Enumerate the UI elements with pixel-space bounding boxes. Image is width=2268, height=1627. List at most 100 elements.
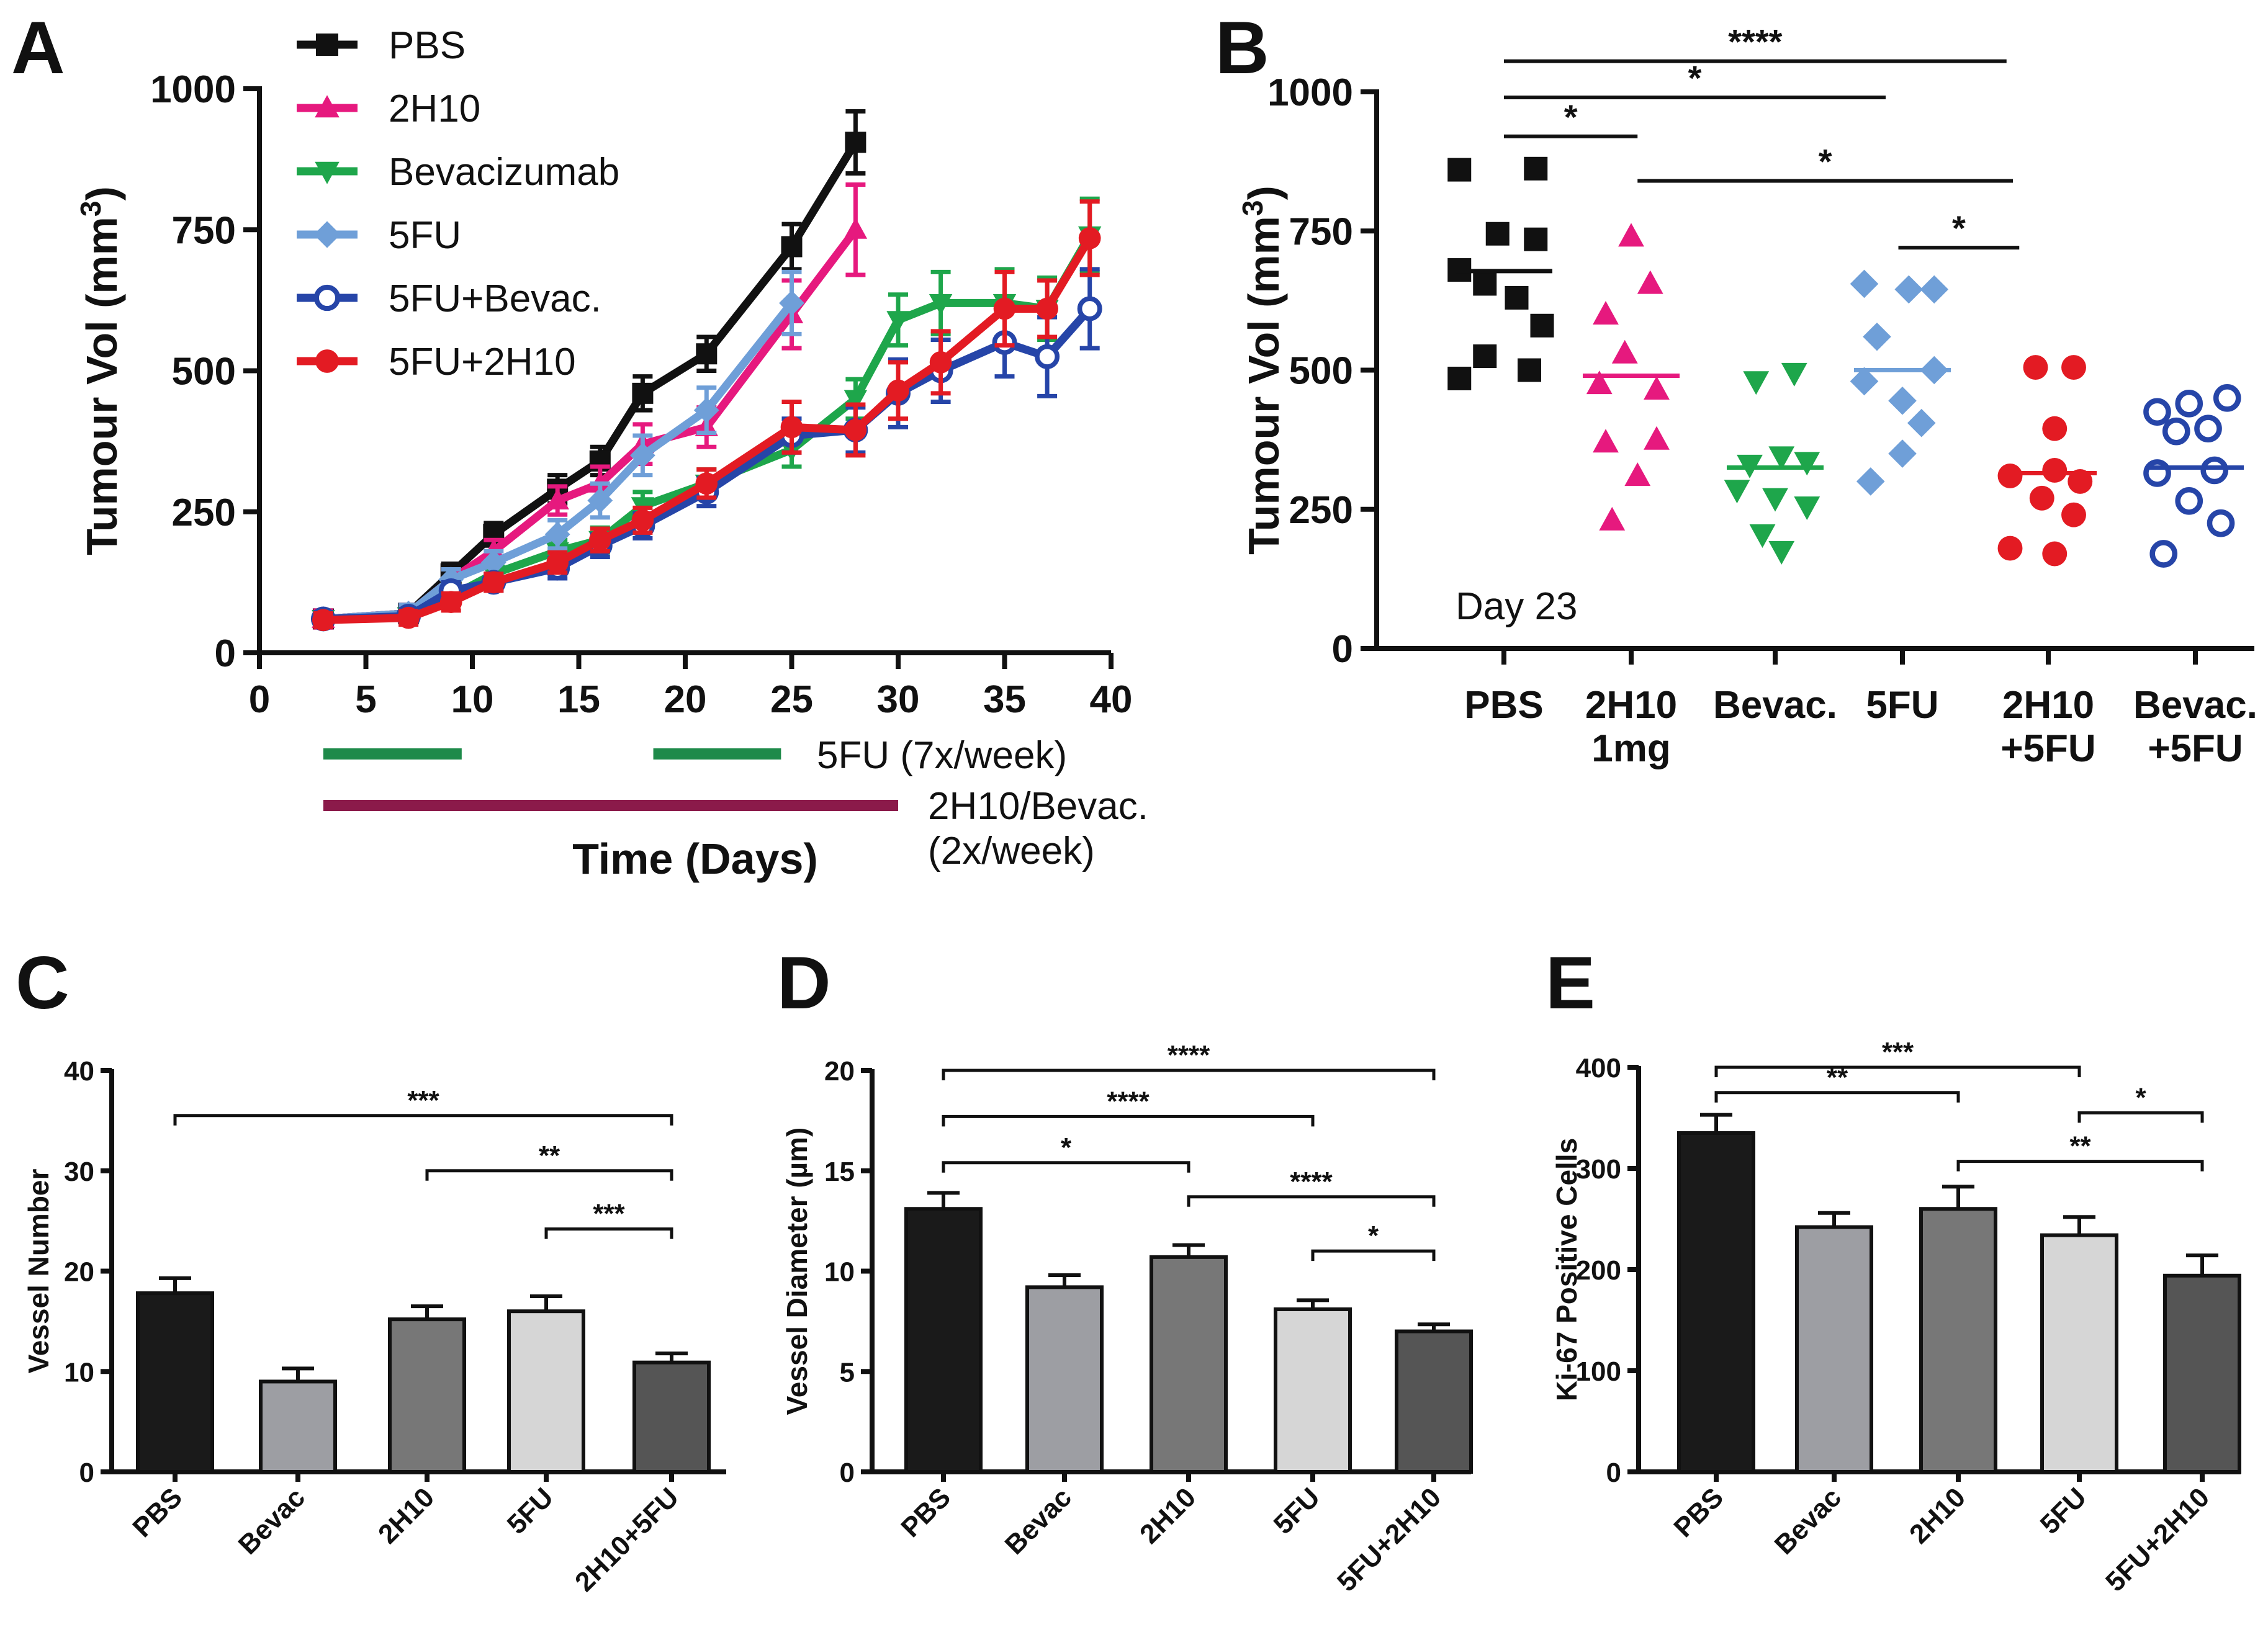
data-point [1524, 227, 1548, 251]
legend-marker [315, 95, 340, 118]
significance-label: ** [1827, 1062, 1848, 1093]
significance-bracket [942, 1161, 1190, 1173]
data-point [312, 609, 335, 632]
significance-bracket [2077, 1111, 2204, 1123]
bar [1395, 1329, 1473, 1474]
significance-label: ** [2069, 1131, 2091, 1162]
y-tick-label: 500 [1289, 350, 1353, 393]
significance-bracket [173, 1114, 673, 1126]
legend-marker [316, 34, 338, 56]
x-tick-label: 2H10 [372, 1482, 440, 1549]
data-point [1920, 275, 1949, 304]
x-tick-label: Bevac [999, 1482, 1078, 1560]
data-point [1997, 463, 2023, 488]
significance-label: * [1368, 1221, 1379, 1251]
y-tick-label: 200 [1576, 1255, 1621, 1286]
x-tick-label: 35 [983, 678, 1026, 721]
y-tick-label: 500 [172, 351, 236, 393]
bar [388, 1317, 466, 1474]
data-point [1637, 270, 1663, 294]
data-point [1644, 426, 1670, 450]
bar [136, 1291, 214, 1474]
x-tick-label: 5 [355, 678, 376, 721]
data-point [546, 488, 569, 510]
data-point [480, 550, 506, 575]
y-tick-label: 1000 [150, 68, 236, 111]
bar [1919, 1207, 1997, 1474]
data-point [1599, 506, 1626, 531]
bar [1274, 1307, 1352, 1474]
y-axis-title: Ki-67 Positive Cells [1550, 1138, 1583, 1401]
data-point [1077, 296, 1102, 321]
data-point [2213, 384, 2241, 412]
y-tick-label: 30 [64, 1157, 94, 1187]
x-tick-label: 20 [664, 678, 707, 721]
y-tick-label: 0 [215, 632, 236, 675]
significance-label: ** [539, 1141, 560, 1171]
data-point [993, 297, 1016, 320]
significance-bracket [425, 1169, 673, 1181]
data-point [1036, 297, 1058, 320]
y-tick-label: 400 [1576, 1053, 1621, 1083]
x-tick-label: 10 [451, 678, 494, 721]
bar [1150, 1255, 1228, 1474]
data-point [1447, 366, 1472, 390]
data-point [397, 606, 420, 629]
x-tick-label: Bevac. [1713, 684, 1837, 727]
significance-label: *** [1882, 1037, 1914, 1067]
significance-label: **** [1290, 1167, 1333, 1197]
legend-label: 5FU+Bevac. [389, 277, 601, 320]
panel-e-bar-chart: E 0 100 200 300 400 Ki-67 Positive Cells PBS Bev… [1546, 941, 2241, 1597]
legend-item-5FU+2H10: 5FU+2H10 [297, 341, 576, 383]
y-tick-label: 5 [840, 1357, 855, 1387]
data-point [1593, 429, 1619, 453]
panel-b-scatter-chart: B 0 250 500 750 1000 Tumour Vol (mm3) Day 23 PBS… [1215, 6, 2257, 770]
legend-marker [315, 349, 339, 373]
schedule-label-5fu: 5FU (7x/week) [817, 734, 1067, 777]
panel-a-line-chart: A 0 250 500 750 1000 0 5 10 15 20 25 30 35 40 Tumour Vo… [11, 6, 1148, 883]
data-point [632, 382, 654, 404]
data-point [1768, 446, 1795, 470]
x-tick-label: 5FU [2035, 1482, 2092, 1540]
panel-letter-b: B [1215, 6, 1269, 89]
x-tick-label: Bevac [1769, 1482, 1847, 1560]
bar-group-2H10: 2H10 [372, 1304, 466, 1549]
data-point [631, 509, 654, 532]
data-point [2175, 389, 2203, 418]
y-axis-title: Tumour Vol (mm3) [74, 186, 126, 555]
data-point [1743, 371, 1770, 395]
panel-letter-d: D [777, 941, 831, 1024]
data-point [1856, 467, 1885, 496]
significance-label: **** [1107, 1086, 1150, 1116]
data-point [1473, 272, 1497, 296]
legend-item-PBS: PBS [297, 24, 466, 67]
significance-label: * [1952, 208, 1966, 248]
y-tick-label: 250 [172, 491, 236, 534]
data-point [2194, 415, 2222, 443]
data-point [1447, 158, 1472, 182]
y-tick-label: 0 [79, 1458, 94, 1488]
data-point [844, 419, 867, 441]
data-point [1518, 358, 1541, 382]
significance-bracket [1956, 1160, 2204, 1172]
data-point [1524, 156, 1548, 181]
significance-bracket [544, 1227, 673, 1239]
legend-item-5FU: 5FU [297, 214, 461, 257]
legend-label: 5FU+2H10 [389, 341, 576, 383]
bar-group-2H10: 2H10 [1904, 1185, 1997, 1549]
legend-label: 2H10 [389, 87, 480, 130]
data-point [2029, 485, 2054, 511]
bar-group-Bevac: Bevac [233, 1366, 337, 1561]
data-point [2162, 417, 2190, 446]
significance-bracket [1714, 1091, 1960, 1103]
significance-label: * [1061, 1132, 1072, 1163]
data-point [1749, 524, 1776, 548]
y-axis-title: Tumour Vol (mm3) [1236, 186, 1288, 555]
data-point [1078, 227, 1101, 249]
data-point [1473, 344, 1497, 369]
y-tick-label: 300 [1576, 1154, 1621, 1185]
data-point [1035, 344, 1060, 369]
data-point [2143, 398, 2171, 426]
x-tick-label: PBS [895, 1482, 956, 1543]
bar [632, 1360, 711, 1474]
